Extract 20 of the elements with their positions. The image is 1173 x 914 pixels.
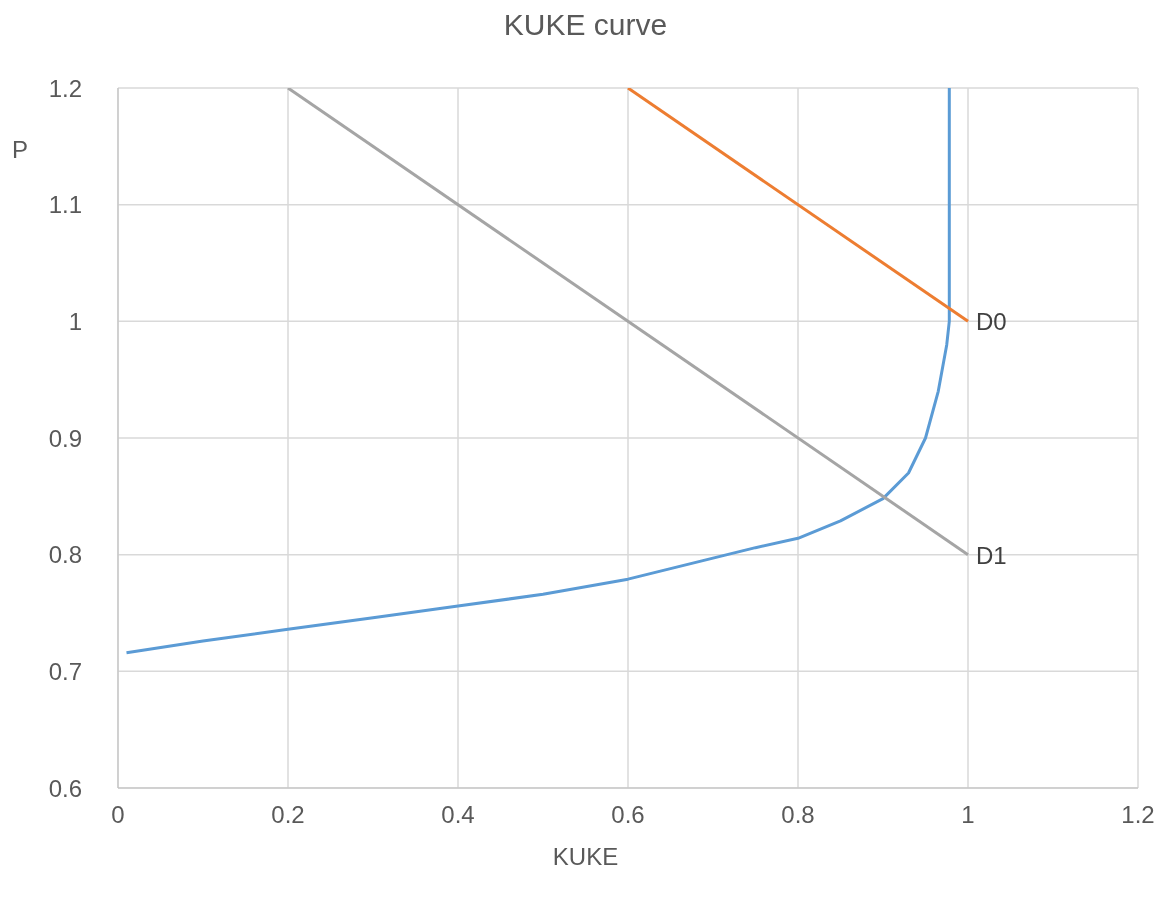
- x-tick-label: 1.2: [1121, 801, 1155, 829]
- chart-title: KUKE curve: [502, 8, 669, 42]
- x-tick-label: 0.2: [271, 801, 305, 829]
- y-tick-label: 1.1: [48, 191, 82, 219]
- x-tick-label: 0.6: [611, 801, 645, 829]
- series-label: D0: [976, 308, 1007, 336]
- x-tick-label: 1: [961, 801, 975, 829]
- line-series: [125, 88, 951, 655]
- x-tick-label: 0.8: [781, 801, 815, 829]
- y-tick-label: 1.2: [48, 74, 82, 102]
- y-axis-title: P: [12, 136, 29, 164]
- y-tick-label: 0.6: [48, 774, 82, 802]
- x-axis-title: KUKE: [551, 843, 620, 871]
- x-tick-label: 0: [111, 801, 125, 829]
- x-tick-label: 0.4: [441, 801, 475, 829]
- y-tick-label: 0.7: [48, 657, 82, 685]
- series-label: D1: [976, 541, 1007, 569]
- y-tick-label: 0.8: [48, 541, 82, 569]
- y-tick-label: 1: [68, 307, 82, 335]
- y-tick-label: 0.9: [48, 424, 82, 452]
